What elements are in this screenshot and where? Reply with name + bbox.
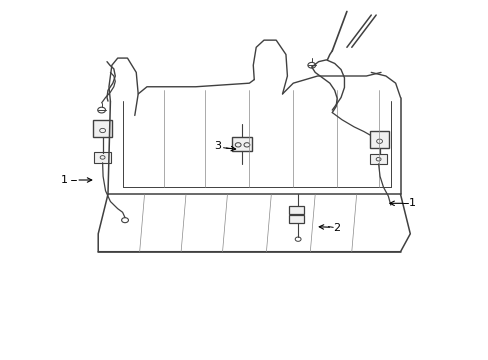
Text: 1: 1 [61,175,67,185]
Text: 2: 2 [333,224,340,233]
Text: 1: 1 [408,198,415,208]
Bar [369,154,386,164]
Bar [93,120,112,137]
Bar [289,215,304,223]
Bar [232,137,251,150]
Bar [289,206,304,214]
Bar [369,131,388,148]
Bar [94,152,111,163]
Text: 3: 3 [214,141,221,151]
